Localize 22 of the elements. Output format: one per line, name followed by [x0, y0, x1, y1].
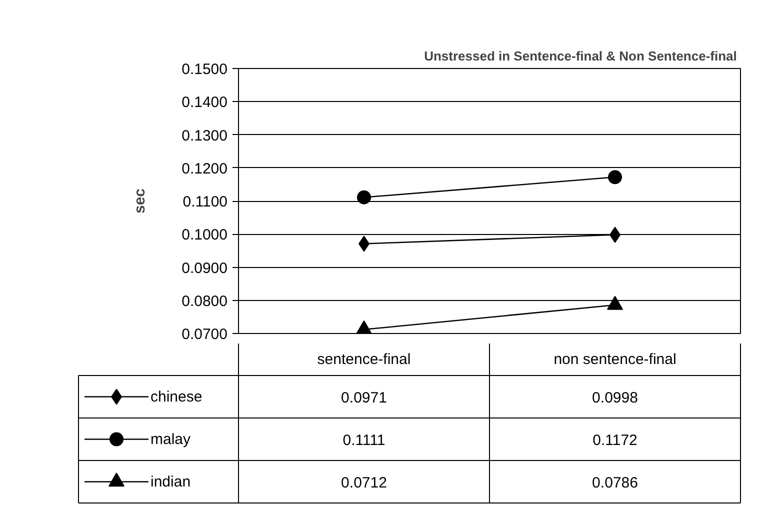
- y-tick-label: 0.1100: [182, 194, 228, 210]
- y-axis-title: sec: [132, 188, 149, 214]
- data-label: 0.0971: [341, 389, 387, 406]
- y-tick-label: 0.1500: [182, 61, 228, 78]
- y-tick-label: 0.1200: [182, 160, 228, 178]
- data-label: 0.0712: [341, 474, 387, 492]
- x-tick-label: sentence-final: [317, 351, 411, 368]
- chart-title: Unstressed in Sentence-final & Non Sentence-final: [424, 48, 737, 64]
- legend-label: chinese: [150, 388, 202, 406]
- y-tick-label: 0.1000: [182, 226, 228, 244]
- x-tick-label: non sentence-final: [554, 351, 676, 368]
- y-tick-label: 0.0900: [182, 260, 228, 277]
- data-label: 0.0786: [592, 474, 638, 492]
- data-label: 0.1172: [592, 432, 638, 449]
- y-tick-label: 0.1300: [182, 127, 228, 144]
- data-label: 0.1111: [342, 432, 386, 449]
- legend-label: malay: [150, 430, 192, 448]
- y-tick-label: 0.0700: [182, 326, 228, 343]
- data-label: 0.0998: [592, 389, 638, 406]
- y-tick-label: 0.1400: [182, 94, 228, 112]
- legend-label: indian: [150, 473, 191, 490]
- y-tick-label: 0.0800: [182, 292, 228, 310]
